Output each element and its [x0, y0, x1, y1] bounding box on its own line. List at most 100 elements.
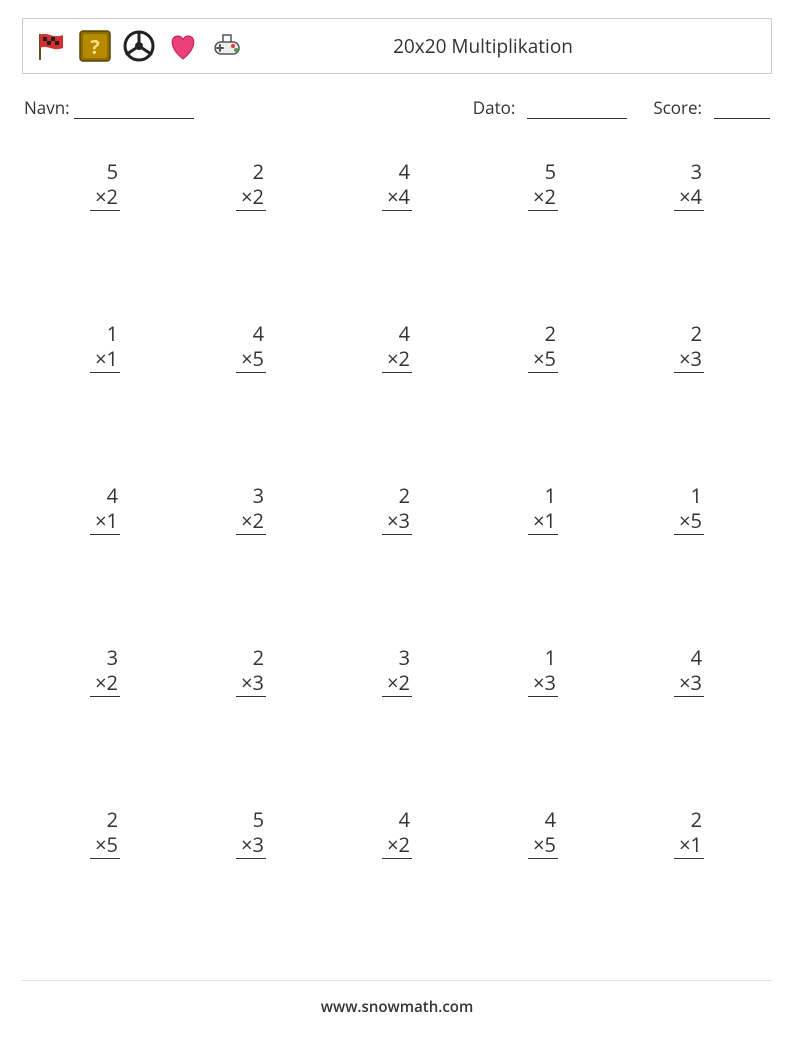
multiplicand: 5	[90, 159, 120, 184]
problem-cell: 3×2	[324, 645, 470, 697]
multiplier: ×4	[382, 184, 412, 211]
multiplication-stack: 2×5	[90, 807, 120, 859]
problem-cell: 2×3	[324, 483, 470, 535]
multiplication-stack: 4×2	[382, 807, 412, 859]
multiplier: ×3	[236, 832, 266, 859]
multiplicand: 4	[382, 159, 412, 184]
problem-cell: 2×3	[178, 645, 324, 697]
title-wrap: 20x20 Multiplikation	[245, 33, 761, 59]
multiplier: ×2	[382, 832, 412, 859]
multiplicand: 3	[236, 483, 266, 508]
multiplier: ×2	[382, 346, 412, 373]
multiplicand: 2	[236, 159, 266, 184]
date-blank[interactable]	[527, 101, 627, 119]
multiplier: ×5	[528, 832, 558, 859]
multiplier: ×3	[674, 670, 704, 697]
multiplication-stack: 5×2	[90, 159, 120, 211]
header-box: ?	[22, 18, 772, 74]
multiplicand: 2	[528, 321, 558, 346]
problem-cell: 2×5	[470, 321, 616, 373]
multiplier: ×2	[382, 670, 412, 697]
multiplier: ×3	[236, 670, 266, 697]
multiplication-stack: 5×2	[528, 159, 558, 211]
multiplicand: 3	[674, 159, 704, 184]
problem-cell: 5×2	[470, 159, 616, 211]
score-blank[interactable]	[714, 101, 770, 119]
multiplication-stack: 2×3	[236, 645, 266, 697]
problem-cell: 4×2	[324, 321, 470, 373]
problem-cell: 1×3	[470, 645, 616, 697]
multiplicand: 2	[674, 807, 704, 832]
worksheet-title: 20x20 Multiplikation	[393, 33, 573, 59]
problem-cell: 2×2	[178, 159, 324, 211]
multiplier: ×1	[90, 346, 120, 373]
problem-cell: 5×3	[178, 807, 324, 859]
multiplication-stack: 2×3	[674, 321, 704, 373]
problem-cell: 1×5	[616, 483, 762, 535]
multiplicand: 2	[90, 807, 120, 832]
problem-cell: 5×2	[32, 159, 178, 211]
heart-icon	[165, 28, 201, 64]
svg-text:?: ?	[90, 33, 100, 60]
multiplier: ×2	[528, 184, 558, 211]
problem-cell: 2×3	[616, 321, 762, 373]
problem-cell: 2×1	[616, 807, 762, 859]
footer-rule	[22, 980, 772, 981]
multiplier: ×3	[382, 508, 412, 535]
problem-cell: 4×5	[178, 321, 324, 373]
multiplication-stack: 3×2	[236, 483, 266, 535]
multiplicand: 1	[674, 483, 704, 508]
multiplication-stack: 3×2	[90, 645, 120, 697]
problem-cell: 1×1	[32, 321, 178, 373]
multiplication-stack: 2×5	[528, 321, 558, 373]
multiplicand: 2	[236, 645, 266, 670]
problem-cell: 3×2	[178, 483, 324, 535]
multiplier: ×3	[674, 346, 704, 373]
multiplier: ×2	[236, 184, 266, 211]
multiplier: ×1	[90, 508, 120, 535]
worksheet-page: ?	[0, 0, 794, 859]
multiplication-stack: 4×5	[528, 807, 558, 859]
name-blank[interactable]	[74, 101, 194, 119]
problem-cell: 4×1	[32, 483, 178, 535]
multiplier: ×1	[674, 832, 704, 859]
question-icon: ?	[77, 28, 113, 64]
multiplicand: 5	[236, 807, 266, 832]
problem-cell: 4×5	[470, 807, 616, 859]
multiplication-stack: 1×5	[674, 483, 704, 535]
multiplication-stack: 4×1	[90, 483, 120, 535]
multiplication-stack: 4×4	[382, 159, 412, 211]
multiplicand: 4	[236, 321, 266, 346]
multiplication-stack: 4×2	[382, 321, 412, 373]
multiplier: ×5	[674, 508, 704, 535]
problem-cell: 4×4	[324, 159, 470, 211]
footer-link[interactable]: www.snowmath.com	[0, 997, 794, 1017]
problem-grid: 5×22×24×45×23×41×14×54×22×52×34×13×22×31…	[22, 129, 772, 859]
problem-cell: 4×2	[324, 807, 470, 859]
multiplication-stack: 1×1	[528, 483, 558, 535]
multiplication-stack: 3×4	[674, 159, 704, 211]
multiplication-stack: 3×2	[382, 645, 412, 697]
problem-cell: 3×2	[32, 645, 178, 697]
multiplicand: 2	[674, 321, 704, 346]
multiplicand: 3	[382, 645, 412, 670]
icon-row: ?	[33, 28, 245, 64]
multiplication-stack: 2×2	[236, 159, 266, 211]
multiplicand: 1	[90, 321, 120, 346]
multiplicand: 4	[90, 483, 120, 508]
multiplier: ×5	[528, 346, 558, 373]
score-label: Score:	[653, 96, 702, 119]
problem-cell: 1×1	[470, 483, 616, 535]
multiplicand: 2	[382, 483, 412, 508]
multiplication-stack: 1×1	[90, 321, 120, 373]
multiplication-stack: 2×3	[382, 483, 412, 535]
meta-row: Navn: Dato: Score:	[22, 96, 772, 129]
multiplicand: 4	[382, 321, 412, 346]
multiplicand: 3	[90, 645, 120, 670]
multiplier: ×2	[90, 184, 120, 211]
multiplier: ×2	[236, 508, 266, 535]
multiplicand: 4	[528, 807, 558, 832]
multiplier: ×3	[528, 670, 558, 697]
date-label: Dato:	[473, 96, 516, 119]
flag-icon	[33, 28, 69, 64]
